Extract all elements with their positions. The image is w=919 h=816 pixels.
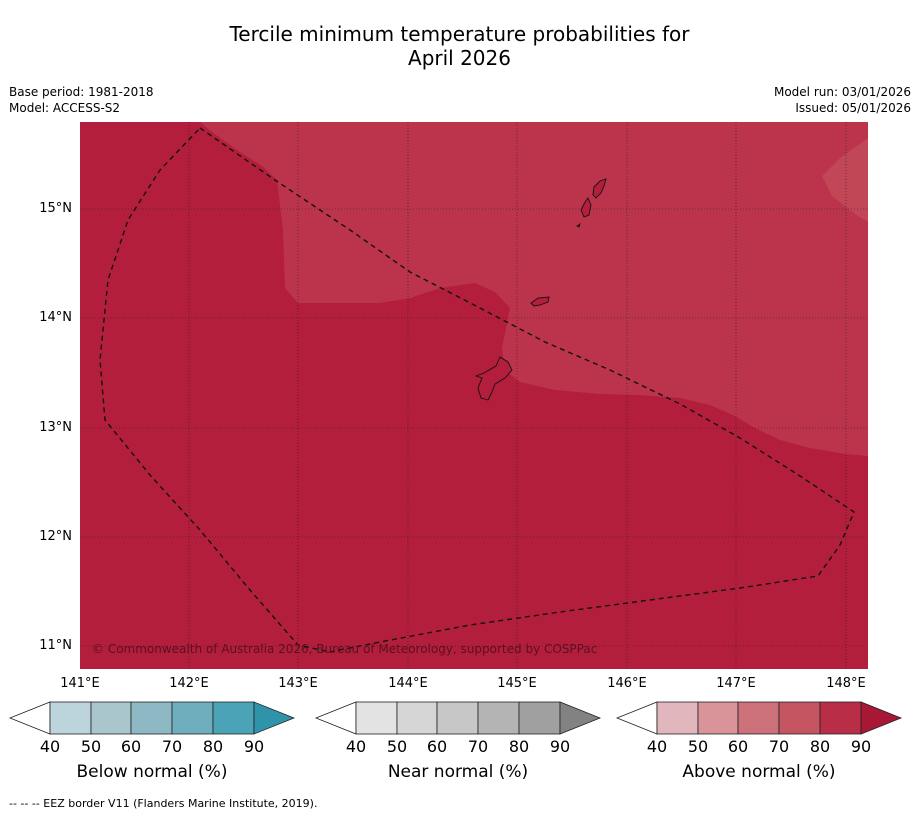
cb-near-tick: 40 [345, 737, 367, 756]
cb-above-seg-1 [656, 701, 699, 735]
cb-near-seg-2 [396, 701, 438, 735]
lat-tick-15: 15°N [39, 201, 72, 216]
cb-below-seg-2 [90, 701, 132, 735]
issued-date: Issued: 05/01/2026 [795, 101, 911, 115]
cb-above-tick: 90 [850, 737, 872, 756]
lon-tick-141: 141°E [60, 676, 100, 691]
cb-near-tick: 70 [467, 737, 489, 756]
cb-above-tick: 70 [768, 737, 790, 756]
cb-near-seg-3 [436, 701, 479, 735]
eez-border [99, 127, 855, 653]
cb-below-seg-0 [8, 701, 51, 735]
cb-near-tick: 50 [386, 737, 408, 756]
lat-tick-11: 11°N [39, 638, 72, 653]
lat-tick-13: 13°N [39, 420, 72, 435]
title-line-1: Tercile minimum temperature probabilitie… [229, 22, 690, 46]
colorbar-label-below: Below normal (%) [76, 762, 228, 782]
cb-above-seg-0 [615, 701, 658, 735]
cb-near-seg-1 [355, 701, 398, 735]
colorbar-label-above: Above normal (%) [682, 762, 836, 782]
cb-below-seg-5 [212, 701, 255, 735]
eez-footnote: -- -- -- EEZ border V11 (Flanders Marine… [9, 797, 318, 810]
cb-above-tick: 50 [687, 737, 709, 756]
lon-tick-146: 146°E [607, 676, 647, 691]
cb-near-seg-6 [559, 701, 602, 735]
meta-left: Base period: 1981-2018 Model: ACCESS-S2 [9, 84, 154, 116]
gridlines [80, 122, 868, 669]
cb-below-seg-6 [253, 701, 296, 735]
lon-tick-147: 147°E [716, 676, 756, 691]
lon-tick-143: 143°E [278, 676, 318, 691]
lat-tick-12: 12°N [39, 529, 72, 544]
base-period: Base period: 1981-2018 [9, 85, 154, 99]
cb-below-tick: 80 [202, 737, 224, 756]
colorbar-below [8, 701, 296, 735]
lon-tick-142: 142°E [169, 676, 209, 691]
cb-below-tick: 70 [161, 737, 183, 756]
model-run: Model run: 03/01/2026 [773, 85, 911, 99]
colorbar-near [314, 701, 602, 735]
cb-above-tick: 40 [646, 737, 668, 756]
cb-above-tick: 60 [727, 737, 749, 756]
cb-below-tick: 40 [39, 737, 61, 756]
copyright-notice: © Commonwealth of Australia 2026, Bureau… [92, 642, 598, 656]
cb-below-tick: 50 [80, 737, 102, 756]
cb-near-tick: 80 [508, 737, 530, 756]
cb-near-seg-0 [314, 701, 357, 735]
cb-below-seg-1 [49, 701, 92, 735]
cb-near-seg-4 [477, 701, 520, 735]
cb-below-seg-3 [130, 701, 173, 735]
meta-right: Model run: 03/01/2026 Issued: 05/01/2026 [774, 84, 911, 116]
lon-tick-148: 148°E [826, 676, 866, 691]
cb-below-tick: 60 [120, 737, 142, 756]
tinian-island [580, 197, 592, 218]
lon-tick-144: 144°E [388, 676, 428, 691]
title-line-2: April 2026 [408, 46, 511, 70]
lon-tick-145: 145°E [497, 676, 537, 691]
cb-above-seg-2 [697, 701, 739, 735]
rota-island [530, 296, 550, 307]
region-80-90 [200, 122, 868, 456]
guam-island [474, 356, 513, 401]
cb-near-tick: 60 [426, 737, 448, 756]
cb-below-seg-4 [171, 701, 214, 735]
region-edge [822, 138, 868, 222]
cb-above-seg-4 [778, 701, 821, 735]
colorbar-above [615, 701, 903, 735]
model-name: Model: ACCESS-S2 [9, 101, 121, 115]
map-title: Tercile minimum temperature probabilitie… [0, 22, 919, 70]
cb-below-tick: 90 [243, 737, 265, 756]
colorbar-label-near: Near normal (%) [387, 762, 529, 782]
aguijan-island [576, 222, 581, 228]
cb-near-tick: 90 [549, 737, 571, 756]
saipan-island [592, 178, 607, 199]
lat-tick-14: 14°N [39, 310, 72, 325]
cb-above-tick: 80 [809, 737, 831, 756]
islands [474, 178, 607, 401]
cb-above-seg-3 [737, 701, 780, 735]
cb-above-seg-5 [819, 701, 862, 735]
cb-near-seg-5 [518, 701, 561, 735]
cb-above-seg-6 [860, 701, 903, 735]
